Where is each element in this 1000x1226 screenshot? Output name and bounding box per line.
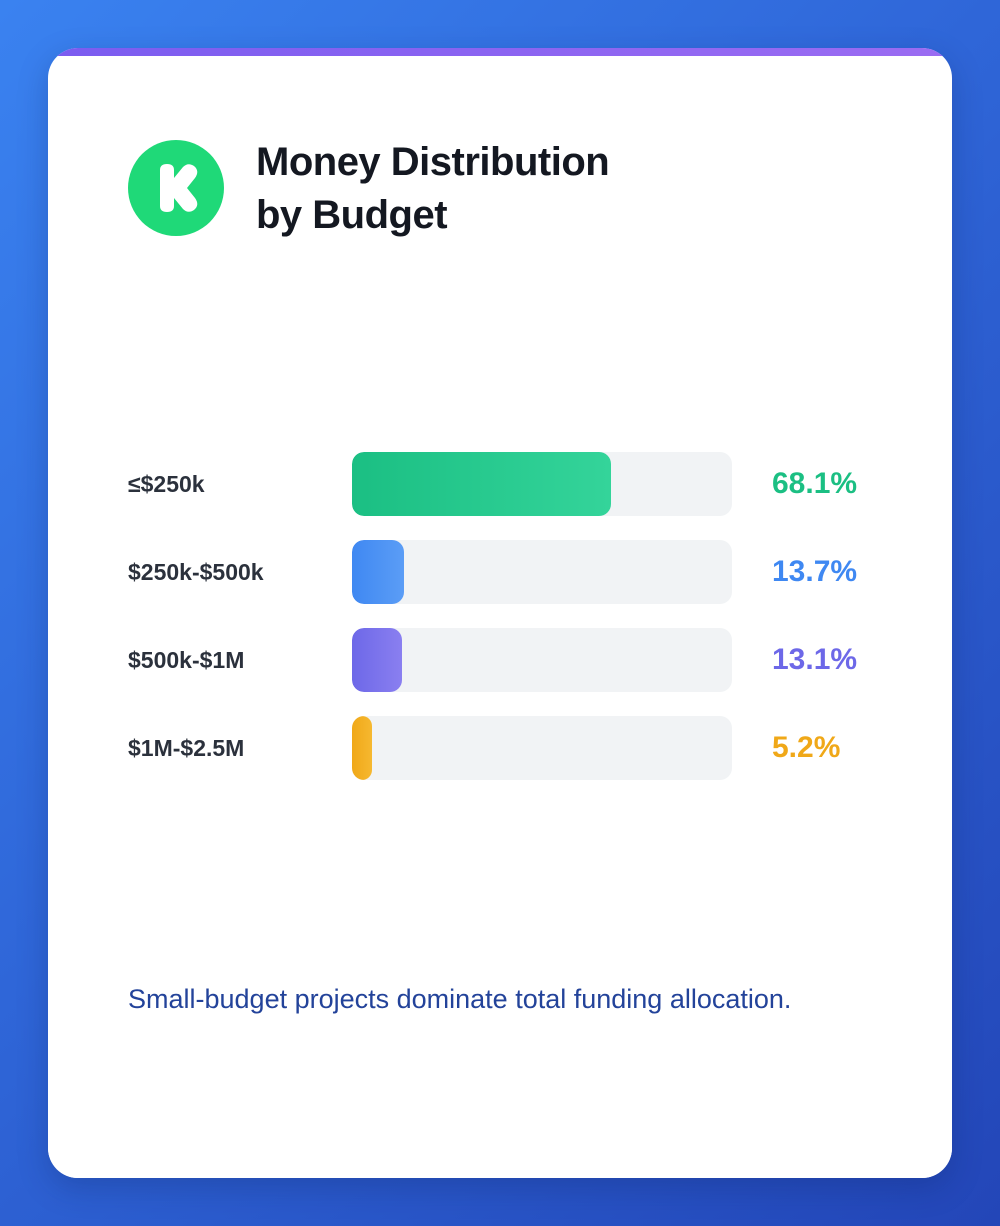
bar [352,628,402,692]
value-label: 68.1% [772,467,858,500]
kickstarter-k-icon [128,140,224,236]
chart-footnote: Small-budget projects dominate total fun… [128,984,792,1014]
bar-row: $250k-$500k 13.7% [128,540,888,604]
value-label: 5.2% [772,731,841,764]
bar-track [352,452,732,516]
category-label: ≤$250k [128,471,205,497]
category-label: $500k-$1M [128,647,245,673]
bar-track [352,540,732,604]
bar-chart: ≤$250k 68.1% $250k-$500k 13.7% $500k-$1M 13.1… [128,452,888,782]
category-label: $1M-$2.5M [128,735,245,761]
logo-glyph [160,164,198,212]
card-body [48,56,952,1178]
chart-title-line2: by Budget [256,193,448,237]
bar [352,540,405,604]
bar-track [352,628,732,692]
chart-title-line1: Money Distribution [256,140,610,184]
category-label: $250k-$500k [128,559,264,585]
value-label: 13.7% [772,555,858,588]
bar [352,452,611,516]
value-label: 13.1% [772,643,858,676]
bar-track [352,716,732,780]
bar [352,716,372,780]
chart-title: Money Distribution by Budget [256,136,736,242]
bar-row: $1M-$2.5M 5.2% [128,716,888,780]
bar-row: ≤$250k 68.1% [128,452,888,516]
card-accent-bar [48,48,952,56]
chart-card: Money Distribution by Budget ≤$250k 68.1%… [48,48,952,1178]
bar-row: $500k-$1M 13.1% [128,628,888,692]
